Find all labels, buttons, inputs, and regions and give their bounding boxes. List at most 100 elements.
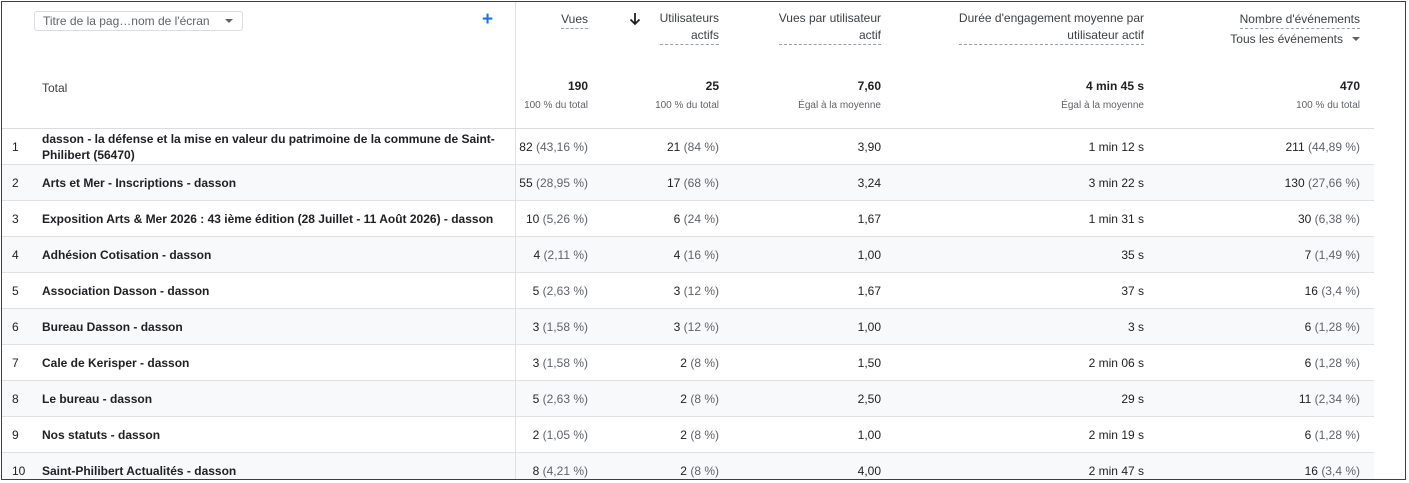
row-active-users: 21 (84 %) xyxy=(602,128,733,165)
row-views: 3 (1,58 %) xyxy=(515,308,602,345)
table-row[interactable]: 8 Le bureau - dasson 5 (2,63 %) 2 (8 %) … xyxy=(2,380,1374,417)
col-header-views[interactable]: Vues xyxy=(561,11,588,29)
row-active-users: 3 (12 %) xyxy=(602,308,733,345)
row-active-users: 6 (24 %) xyxy=(602,200,733,237)
row-page-title: Adhésion Cotisation - dasson xyxy=(30,236,516,273)
row-event-count: 7 (1,49 %) xyxy=(1158,236,1374,273)
row-avg-engagement: 2 min 06 s xyxy=(895,344,1158,381)
row-index: 7 xyxy=(2,344,30,381)
row-avg-engagement: 37 s xyxy=(895,272,1158,309)
col-header-active-users[interactable]: Utilisateurs actifs xyxy=(659,10,719,45)
row-avg-engagement: 2 min 19 s xyxy=(895,416,1158,453)
total-events-sub: 100 % du total xyxy=(1296,100,1360,111)
row-event-count: 11 (2,34 %) xyxy=(1158,380,1374,417)
row-index: 1 xyxy=(2,128,30,165)
row-active-users: 17 (68 %) xyxy=(602,164,733,201)
totals-row: Total 190 100 % du total 25 100 % du total… xyxy=(2,60,1374,129)
row-event-count: 30 (6,38 %) xyxy=(1158,200,1374,237)
row-page-title: Bureau Dasson - dasson xyxy=(30,308,516,345)
row-avg-engagement: 1 min 31 s xyxy=(895,200,1158,237)
row-views: 10 (5,26 %) xyxy=(515,200,602,237)
row-page-title: Arts et Mer - Inscriptions - dasson xyxy=(30,164,516,201)
row-page-title: Exposition Arts & Mer 2026 : 43 ième édi… xyxy=(30,200,516,237)
row-views: 55 (28,95 %) xyxy=(515,164,602,201)
total-vpu: 7,60 xyxy=(857,79,881,93)
row-views-per-user: 1,00 xyxy=(733,416,895,453)
row-active-users: 3 (12 %) xyxy=(602,272,733,309)
row-index: 9 xyxy=(2,416,30,453)
row-event-count: 211 (44,89 %) xyxy=(1158,128,1374,165)
row-event-count: 16 (3,4 %) xyxy=(1158,452,1374,479)
row-views: 2 (1,05 %) xyxy=(515,416,602,453)
row-index: 6 xyxy=(2,308,30,345)
table-row[interactable]: 4 Adhésion Cotisation - dasson 4 (2,11 %… xyxy=(2,236,1374,273)
total-users: 25 xyxy=(705,79,719,93)
row-active-users: 2 (8 %) xyxy=(602,416,733,453)
row-avg-engagement: 2 min 47 s xyxy=(895,452,1158,479)
row-page-title: Nos statuts - dasson xyxy=(30,416,516,453)
row-active-users: 2 (8 %) xyxy=(602,452,733,479)
row-page-title: Cale de Kerisper - dasson xyxy=(30,344,516,381)
total-views: 190 xyxy=(567,79,588,93)
row-views-per-user: 2,50 xyxy=(733,380,895,417)
row-views: 5 (2,63 %) xyxy=(515,272,602,309)
row-index: 2 xyxy=(2,164,30,201)
table-row[interactable]: 2 Arts et Mer - Inscriptions - dasson 55… xyxy=(2,164,1374,201)
row-views: 8 (4,21 %) xyxy=(515,452,602,479)
total-vpu-sub: Égal à la moyenne xyxy=(798,100,881,111)
row-views: 3 (1,58 %) xyxy=(515,344,602,381)
chevron-down-icon xyxy=(1352,37,1360,41)
table-row[interactable]: 7 Cale de Kerisper - dasson 3 (1,58 %) 2… xyxy=(2,344,1374,381)
row-page-title: Saint-Philibert Actualités - dasson xyxy=(30,452,516,479)
row-views-per-user: 3,24 xyxy=(733,164,895,201)
row-index: 10 xyxy=(2,452,30,479)
event-filter-dropdown[interactable]: Tous les événements xyxy=(1158,32,1360,46)
table-row[interactable]: 1 dasson - la défense et la mise en vale… xyxy=(2,128,1374,165)
table-row[interactable]: 10 Saint-Philibert Actualités - dasson 8… xyxy=(2,452,1374,479)
row-avg-engagement: 3 min 22 s xyxy=(895,164,1158,201)
table-body: Total 190 100 % du total 25 100 % du total… xyxy=(2,60,1374,479)
total-views-sub: 100 % du total xyxy=(524,100,588,111)
row-views-per-user: 1,50 xyxy=(733,344,895,381)
row-active-users: 2 (8 %) xyxy=(602,344,733,381)
row-page-title: dasson - la défense et la mise en valeur… xyxy=(30,128,516,165)
row-index: 8 xyxy=(2,380,30,417)
total-engagement-sub: Égal à la moyenne xyxy=(1061,100,1144,111)
row-page-title: Le bureau - dasson xyxy=(30,380,516,417)
row-views-per-user: 1,67 xyxy=(733,200,895,237)
row-avg-engagement: 35 s xyxy=(895,236,1158,273)
row-index: 4 xyxy=(2,236,30,273)
row-index: 3 xyxy=(2,200,30,237)
row-active-users: 4 (16 %) xyxy=(602,236,733,273)
row-views-per-user: 1,00 xyxy=(733,308,895,345)
row-event-count: 130 (27,66 %) xyxy=(1158,164,1374,201)
row-event-count: 6 (1,28 %) xyxy=(1158,344,1374,381)
table-row[interactable]: 5 Association Dasson - dasson 5 (2,63 %)… xyxy=(2,272,1374,309)
total-engagement: 4 min 45 s xyxy=(1085,79,1144,93)
col-header-event-count[interactable]: Nombre d'événements xyxy=(1239,11,1360,29)
row-event-count: 16 (3,4 %) xyxy=(1158,272,1374,309)
row-avg-engagement: 1 min 12 s xyxy=(895,128,1158,165)
row-views-per-user: 1,00 xyxy=(733,236,895,273)
row-index: 5 xyxy=(2,272,30,309)
row-event-count: 6 (1,28 %) xyxy=(1158,308,1374,345)
data-table: Vues Utilisateurs actifs Vues par utilisa… xyxy=(2,2,1374,479)
total-users-sub: 100 % du total xyxy=(655,100,719,111)
arrow-down-icon[interactable] xyxy=(629,12,641,26)
row-avg-engagement: 29 s xyxy=(895,380,1158,417)
row-views-per-user: 4,00 xyxy=(733,452,895,479)
total-events: 470 xyxy=(1339,79,1360,93)
col-header-views-per-user[interactable]: Vues par utilisateur actif xyxy=(778,10,881,45)
row-views: 5 (2,63 %) xyxy=(515,380,602,417)
row-views: 4 (2,11 %) xyxy=(515,236,602,273)
col-header-avg-engagement[interactable]: Durée d'engagement moyenne par utilisateu… xyxy=(958,10,1144,45)
table-row[interactable]: 3 Exposition Arts & Mer 2026 : 43 ième é… xyxy=(2,200,1374,237)
row-views-per-user: 1,67 xyxy=(733,272,895,309)
table-row[interactable]: 9 Nos statuts - dasson 2 (1,05 %) 2 (8 %… xyxy=(2,416,1374,453)
row-views: 82 (43,16 %) xyxy=(515,128,602,165)
row-views-per-user: 3,90 xyxy=(733,128,895,165)
totals-label: Total xyxy=(30,60,516,129)
row-page-title: Association Dasson - dasson xyxy=(30,272,516,309)
table-row[interactable]: 6 Bureau Dasson - dasson 3 (1,58 %) 3 (1… xyxy=(2,308,1374,345)
row-avg-engagement: 3 s xyxy=(895,308,1158,345)
